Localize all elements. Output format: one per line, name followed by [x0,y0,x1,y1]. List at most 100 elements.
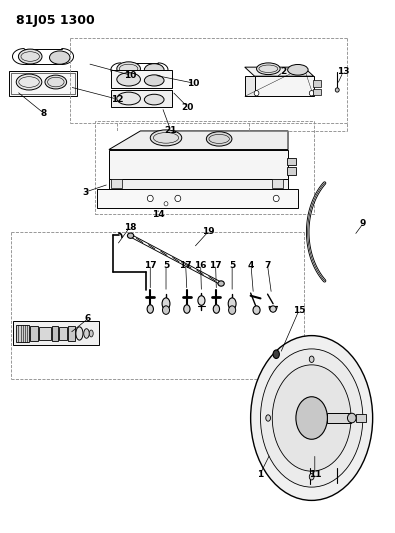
Text: 14: 14 [152,210,164,219]
Text: 81J05 1300: 81J05 1300 [17,14,95,27]
Ellipse shape [117,62,141,76]
Text: 17: 17 [144,261,156,270]
Ellipse shape [288,64,308,75]
Bar [287,166,296,174]
Bar [111,70,172,88]
Text: 17: 17 [209,261,222,270]
Ellipse shape [128,233,134,238]
Ellipse shape [198,296,205,305]
Ellipse shape [162,298,170,310]
Text: 21: 21 [164,126,177,135]
Text: 20: 20 [181,102,194,111]
Bar [52,326,58,341]
Text: 5: 5 [163,261,169,270]
Ellipse shape [164,201,168,206]
Bar [111,90,172,107]
Ellipse shape [89,330,93,337]
Ellipse shape [117,92,141,105]
Ellipse shape [348,413,356,423]
Text: 6: 6 [85,314,91,323]
Ellipse shape [309,473,314,480]
Text: 10: 10 [124,70,137,79]
Polygon shape [109,179,288,189]
Ellipse shape [253,306,260,314]
Ellipse shape [251,336,372,500]
Ellipse shape [45,75,67,89]
Text: 16: 16 [194,261,207,270]
Text: 13: 13 [337,68,350,76]
Ellipse shape [272,365,351,471]
Ellipse shape [228,298,236,310]
Text: 19: 19 [202,227,215,236]
Ellipse shape [147,195,153,201]
Ellipse shape [16,74,42,90]
Bar [30,326,38,341]
Polygon shape [97,189,298,208]
Polygon shape [109,131,288,150]
Ellipse shape [19,49,42,64]
Bar [59,327,67,340]
Ellipse shape [273,195,279,201]
Text: 11: 11 [308,471,321,479]
Bar [313,89,321,95]
Ellipse shape [256,63,280,75]
Text: 12: 12 [111,94,123,103]
Polygon shape [245,76,254,96]
Text: 3: 3 [82,188,88,197]
Ellipse shape [254,91,259,96]
Ellipse shape [335,88,339,92]
Ellipse shape [309,91,314,96]
Text: 7: 7 [264,261,271,270]
Polygon shape [254,76,314,96]
Text: 15: 15 [293,305,305,314]
Bar [287,158,296,165]
Bar [313,80,321,87]
Ellipse shape [307,482,312,488]
Bar [39,327,51,340]
Ellipse shape [76,327,83,340]
Ellipse shape [270,306,276,312]
Text: 4: 4 [248,261,254,270]
Ellipse shape [309,356,314,362]
Text: 9: 9 [359,220,366,229]
Ellipse shape [144,63,164,76]
Ellipse shape [150,130,182,146]
Bar [327,413,351,423]
Ellipse shape [206,132,232,146]
Bar [11,73,75,94]
Polygon shape [245,67,314,76]
Ellipse shape [147,305,153,313]
Ellipse shape [175,195,181,201]
Ellipse shape [260,349,363,487]
Ellipse shape [117,72,141,86]
Bar [13,321,99,345]
Text: 10: 10 [187,78,200,87]
Bar [356,414,366,422]
Ellipse shape [49,51,70,64]
Text: 5: 5 [229,261,235,270]
Text: 17: 17 [179,261,192,270]
Bar [111,179,122,188]
Ellipse shape [335,482,339,486]
Bar [95,122,314,214]
Bar [16,325,30,342]
Ellipse shape [184,305,190,313]
Bar [272,179,283,188]
Text: 2: 2 [280,68,286,76]
Ellipse shape [229,306,236,314]
Polygon shape [109,150,288,179]
Ellipse shape [144,94,164,105]
Ellipse shape [144,75,164,86]
Text: 1: 1 [257,471,263,479]
Ellipse shape [162,306,169,314]
Text: 8: 8 [41,109,47,118]
Bar [9,71,77,96]
Bar [68,326,75,341]
Ellipse shape [218,281,224,286]
Ellipse shape [266,415,271,421]
Ellipse shape [213,305,220,313]
Text: 18: 18 [124,223,136,232]
Ellipse shape [273,350,279,359]
Ellipse shape [296,397,327,439]
Ellipse shape [84,329,89,338]
